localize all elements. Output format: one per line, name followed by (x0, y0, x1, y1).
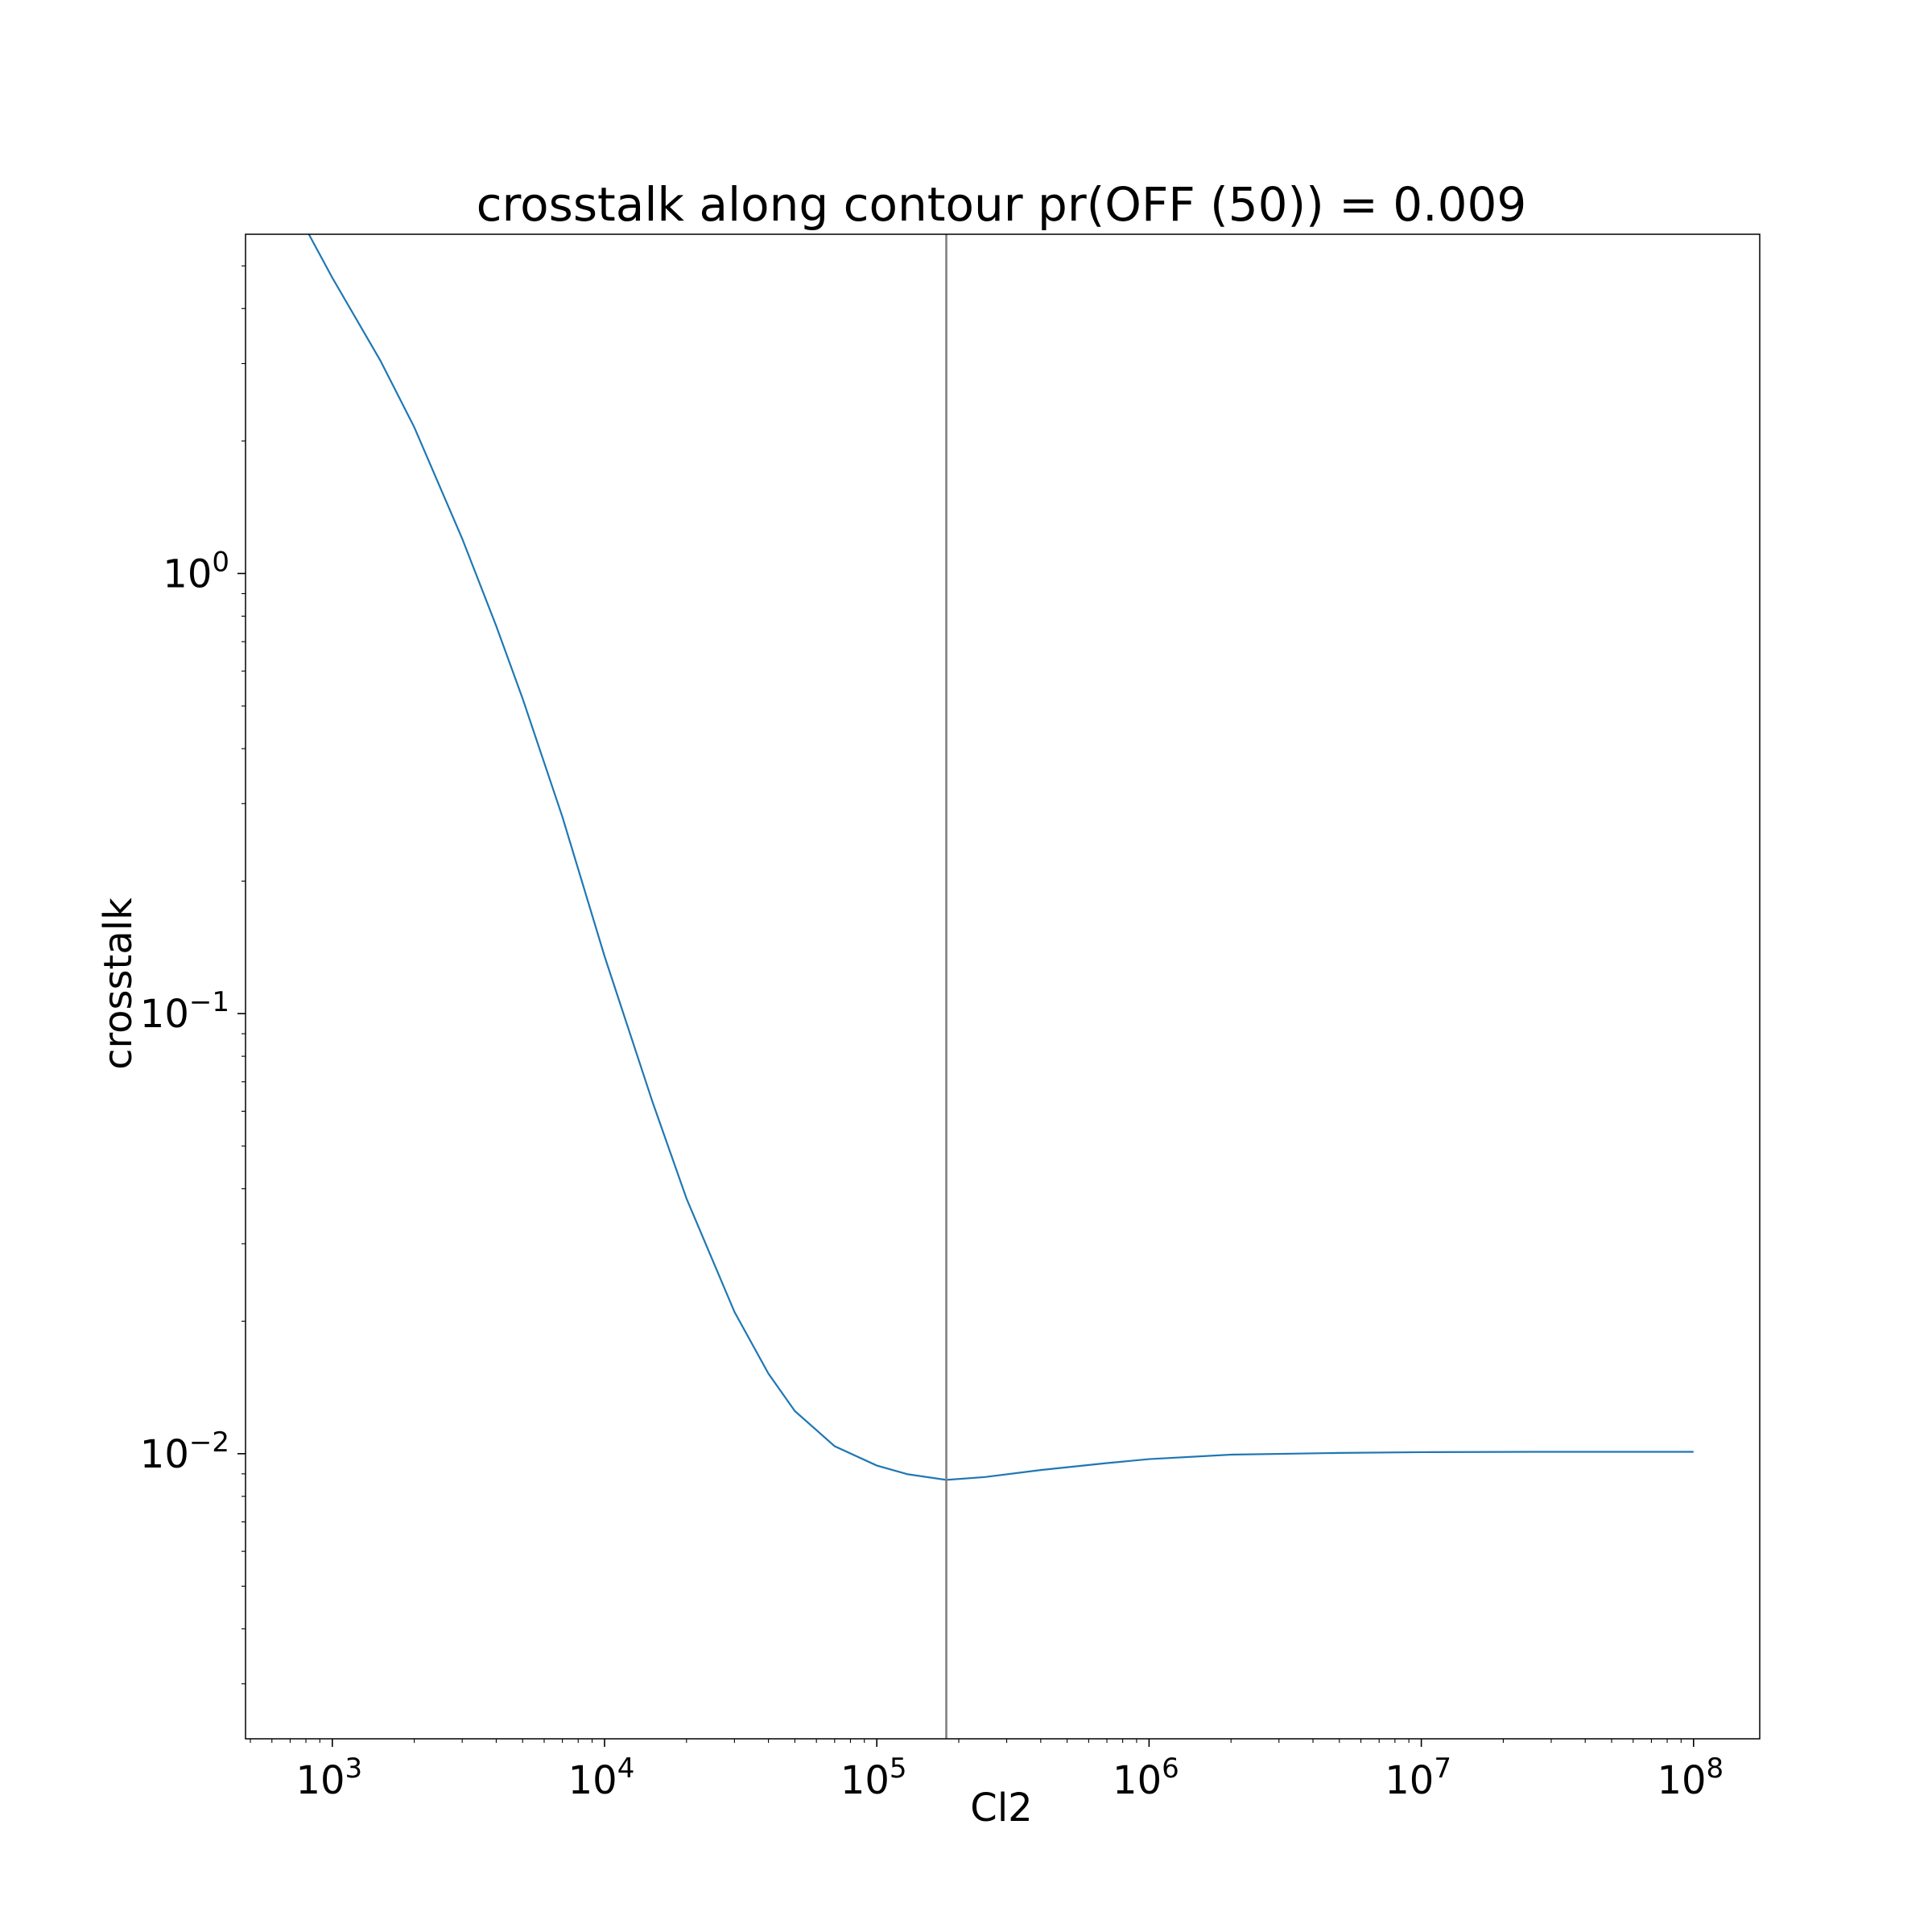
x-tick-label: 104 (568, 1752, 635, 1803)
x-tick-label: 103 (295, 1752, 362, 1803)
x-tick-label: 106 (1113, 1752, 1179, 1803)
x-tick-label: 107 (1385, 1752, 1451, 1803)
x-axis-ticks: 103 104 105 106 107 108 (250, 1739, 1724, 1803)
plot-area (308, 234, 1694, 1739)
y-tick-label: 10−1 (140, 986, 229, 1037)
chart-title: crosstalk along contour pr(OFF (50)) = 0… (477, 177, 1527, 232)
y-axis-label: crosstalk (96, 898, 141, 1070)
y-tick-label: 10−2 (140, 1426, 229, 1477)
series-line-1 (308, 234, 1694, 1481)
y-axis-ticks: 100 10−1 10−2 (140, 265, 246, 1685)
y-tick-label: 100 (163, 546, 229, 597)
plot-frame (245, 233, 1761, 1740)
x-axis-label: Cl2 (970, 1785, 1032, 1831)
x-tick-label: 108 (1657, 1752, 1724, 1803)
x-tick-label: 105 (840, 1752, 907, 1803)
